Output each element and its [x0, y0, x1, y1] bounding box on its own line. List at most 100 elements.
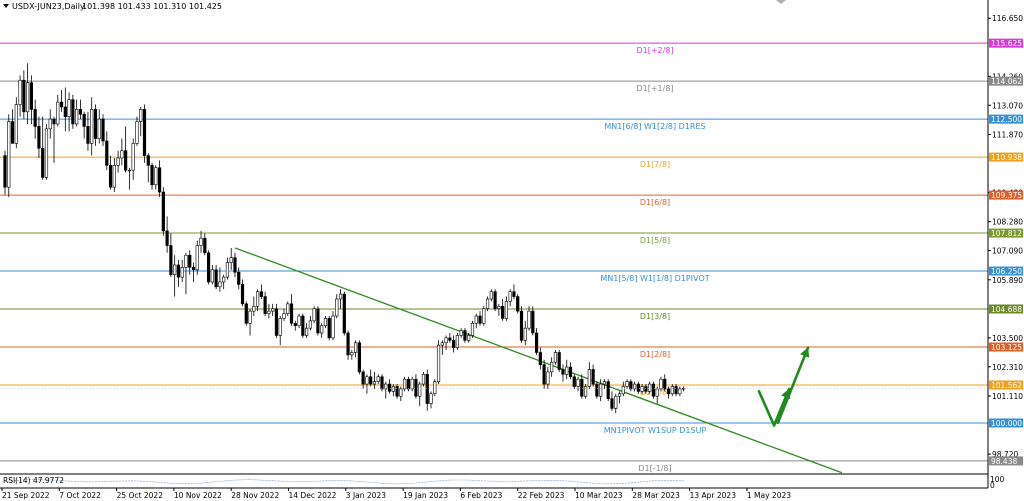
candle — [403, 376, 407, 392]
price-tick-label: 105.890 — [992, 276, 1023, 285]
candle-body-up — [440, 342, 444, 346]
candle-body-up — [297, 315, 301, 327]
candle-body-up — [252, 305, 256, 312]
candle — [561, 364, 565, 382]
trendline[interactable] — [234, 247, 843, 474]
price-tick-label: 116.650 — [992, 14, 1023, 23]
date-tick-label: 28 Nov 2022 — [231, 491, 279, 500]
candle — [44, 123, 49, 180]
candle — [493, 289, 497, 312]
menu-triangle-icon[interactable] — [3, 4, 9, 8]
candle — [659, 376, 663, 392]
level-label: D1[5/8] — [640, 236, 670, 245]
candle — [440, 340, 444, 355]
candle-body-down — [301, 315, 305, 336]
candle-body-down — [501, 305, 505, 319]
level-price-tag-text: 104.688 — [991, 305, 1022, 314]
level-label: D1[2/8] — [640, 350, 670, 359]
scroll-marker-icon[interactable] — [776, 0, 786, 4]
candle-body-down — [157, 167, 162, 193]
candle-body-down — [203, 237, 207, 254]
candle — [410, 376, 414, 392]
candle-body-down — [263, 296, 267, 314]
candle — [568, 362, 573, 380]
candle — [48, 109, 52, 139]
candle-body-down — [289, 303, 294, 324]
candle-body-up — [195, 245, 199, 271]
candle-body-down — [580, 378, 584, 397]
candle — [127, 167, 132, 190]
candle — [173, 255, 177, 297]
candle-body-down — [361, 371, 365, 385]
candle — [71, 94, 75, 129]
date-tick-label: 10 Nov 2022 — [174, 491, 222, 500]
candle — [278, 316, 282, 346]
candle — [199, 230, 203, 253]
candle-body-down — [124, 150, 128, 171]
date-tick-label: 14 Dec 2022 — [289, 491, 337, 500]
candle-body-down — [406, 378, 410, 390]
candle — [97, 109, 101, 144]
candle — [470, 320, 475, 338]
candle-body-up — [338, 293, 343, 300]
candle — [595, 381, 599, 399]
date-tick-label: 10 Mar 2023 — [575, 491, 623, 500]
candle — [550, 357, 554, 377]
candle-body-down — [610, 398, 614, 409]
candle-body-down — [666, 388, 671, 395]
candle-body-down — [463, 330, 467, 341]
candle-body-down — [342, 293, 346, 334]
candle — [252, 296, 256, 316]
price-tick-label: 101.110 — [992, 392, 1023, 401]
candle — [195, 240, 199, 275]
candle — [33, 99, 37, 139]
level-price-tag — [989, 190, 1023, 200]
candle — [82, 111, 86, 139]
candle — [576, 376, 580, 392]
level-price-tag-text: 115.625 — [991, 39, 1022, 48]
candle-body-down — [237, 271, 241, 285]
candle-body-down — [452, 340, 456, 348]
candle — [414, 374, 418, 399]
candle — [316, 306, 320, 336]
candle — [214, 264, 218, 290]
candle-body-up — [576, 378, 580, 387]
candle-body-up — [67, 99, 71, 117]
candle — [527, 306, 531, 331]
candle — [120, 138, 124, 166]
candle-body-down — [606, 381, 610, 399]
candle — [346, 330, 350, 360]
candle-body-up — [90, 109, 94, 144]
candle-body-up — [429, 393, 433, 404]
candle-body-down — [478, 315, 482, 324]
candle — [52, 116, 56, 163]
candle-body-down — [93, 109, 98, 139]
date-tick-label: 7 Oct 2022 — [59, 491, 101, 500]
candle — [436, 340, 441, 385]
level-price-tag-text: 100.000 — [991, 419, 1022, 428]
candle-body-down — [176, 264, 181, 278]
candle-body-down — [3, 155, 7, 188]
candle — [463, 328, 467, 343]
candle-body-down — [591, 369, 595, 385]
candle — [274, 303, 279, 338]
candle — [553, 350, 558, 365]
candle — [644, 384, 648, 394]
candle-body-down — [82, 113, 86, 127]
candle-body-down — [395, 386, 399, 397]
candle-body-up — [384, 383, 388, 390]
candle-body-up — [255, 291, 260, 307]
candle — [534, 328, 539, 355]
candle — [455, 333, 460, 351]
candle-body-down — [233, 257, 237, 273]
candle-body-up — [120, 150, 124, 159]
candle — [146, 153, 150, 183]
candle — [384, 381, 388, 399]
candle-body-up — [632, 383, 637, 390]
candle — [448, 333, 452, 343]
candle — [63, 87, 67, 132]
candle-body-down — [538, 352, 542, 365]
candle — [599, 379, 603, 402]
candle-body-up — [659, 378, 663, 390]
